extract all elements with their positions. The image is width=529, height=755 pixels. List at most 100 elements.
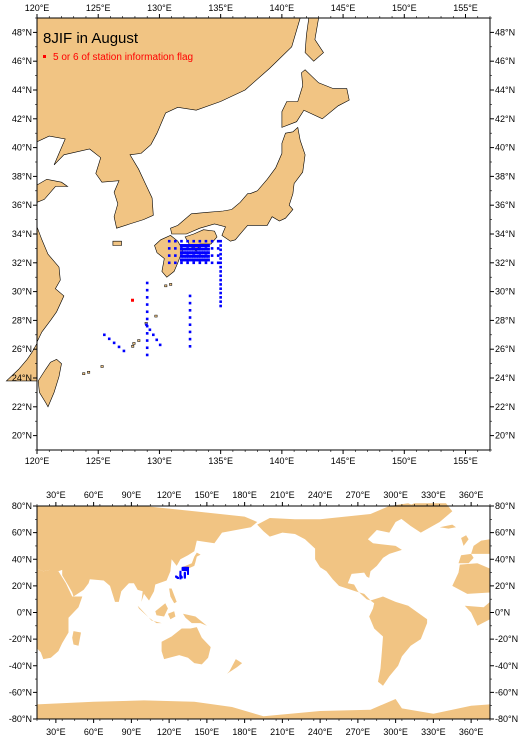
station-marker	[145, 353, 149, 357]
station-marker	[188, 294, 192, 298]
regional-map-land	[5, 17, 350, 408]
lat-tick-label-right: 38°N	[495, 171, 515, 181]
station-marker	[188, 330, 192, 334]
world-lon-tick-label-bottom: 120°E	[157, 727, 182, 737]
station-marker	[197, 251, 201, 255]
world-lat-tick-label-right: -20°N	[495, 634, 518, 644]
world-lon-tick-label-bottom: 210°E	[270, 727, 295, 737]
station-marker	[199, 258, 203, 262]
world-lat-tick-label-left: 20°N	[12, 581, 32, 591]
station-marker	[192, 247, 196, 251]
station-marker	[145, 339, 149, 342]
station-marker	[186, 567, 189, 570]
land-honshu	[170, 126, 306, 242]
station-marker	[219, 300, 222, 303]
station-marker	[219, 248, 222, 252]
station-marker	[182, 244, 186, 248]
land-europe-west	[471, 539, 490, 554]
station-marker	[219, 270, 222, 273]
station-marker	[194, 244, 198, 248]
station-marker	[188, 337, 192, 341]
lon-tick-label-top: 140°E	[270, 3, 295, 13]
land-islet	[164, 284, 168, 288]
station-marker	[219, 304, 222, 308]
station-marker	[145, 346, 149, 350]
land-sulawesi	[167, 611, 176, 620]
station-marker	[187, 258, 191, 262]
station-marker	[192, 244, 196, 248]
station-marker	[219, 283, 222, 286]
lon-tick-label-top: 125°E	[86, 3, 111, 13]
station-marker	[179, 254, 183, 258]
lon-tick-label-bottom: 130°E	[147, 456, 172, 466]
station-marker	[206, 254, 210, 258]
station-marker	[199, 247, 203, 251]
world-lat-tick-label-right: 40°N	[495, 554, 515, 564]
lat-tick-label-left: 22°N	[12, 402, 32, 412]
lat-tick-label-left: 30°N	[12, 287, 32, 297]
station-marker	[194, 251, 198, 255]
land-africa	[37, 568, 83, 660]
world-lon-tick-label-bottom: 60°E	[84, 727, 104, 737]
station-marker	[206, 258, 210, 262]
lat-tick-label-left: 48°N	[12, 27, 32, 37]
world-lon-tick-label-bottom: 330°E	[421, 727, 446, 737]
station-marker	[179, 251, 183, 255]
land-islet	[100, 365, 104, 368]
land-asia-mainland	[36, 17, 301, 229]
lat-tick-label-left: 46°N	[12, 56, 32, 66]
station-marker	[219, 252, 222, 256]
station-marker	[189, 254, 193, 258]
station-marker	[189, 251, 193, 255]
lat-tick-label-right: 34°N	[495, 229, 515, 239]
station-marker	[219, 257, 222, 260]
lat-tick-label-right: 44°N	[495, 85, 515, 95]
world-lon-tick-label-top: 60°E	[84, 490, 104, 500]
station-marker	[210, 254, 214, 257]
station-marker	[219, 274, 222, 278]
station-marker	[197, 244, 201, 248]
world-lon-tick-label-top: 90°E	[122, 490, 142, 500]
station-marker	[210, 247, 214, 250]
world-lat-tick-label-left: 60°N	[12, 528, 32, 538]
lat-tick-label-right: 30°N	[495, 287, 515, 297]
station-marker	[204, 258, 208, 262]
world-lon-tick-label-bottom: 360°E	[459, 727, 484, 737]
world-lat-tick-label-left: -20°N	[9, 634, 32, 644]
station-marker	[177, 577, 180, 580]
station-marker	[219, 278, 222, 282]
station-marker	[197, 258, 201, 262]
lon-tick-label-top: 130°E	[147, 3, 172, 13]
lat-tick-label-right: 40°N	[495, 143, 515, 153]
world-lat-tick-label-left: 0°N	[17, 608, 32, 618]
legend-label: 5 or 6 of station information flag	[53, 52, 193, 63]
regional-map: 8JIF in August 5 or 6 of station informa…	[5, 3, 515, 466]
station-marker	[145, 332, 149, 335]
land-iceland	[439, 524, 456, 529]
station-marker	[189, 247, 193, 251]
land-islet	[154, 314, 158, 318]
world-lon-tick-label-top: 210°E	[270, 490, 295, 500]
land-islet	[132, 342, 136, 345]
station-marker	[174, 254, 177, 257]
station-marker	[199, 251, 203, 255]
world-lon-tick-label-top: 300°E	[383, 490, 408, 500]
station-marker	[158, 343, 162, 347]
station-marker	[197, 247, 201, 251]
world-lon-tick-label-bottom: 270°E	[346, 727, 371, 737]
world-lat-tick-label-left: -80°N	[9, 714, 32, 724]
regional-map-stations	[103, 239, 222, 357]
station-marker	[180, 261, 183, 265]
world-lon-tick-label-bottom: 30°E	[46, 727, 66, 737]
station-marker	[192, 251, 196, 255]
station-marker	[167, 239, 171, 243]
land-new-zealand	[227, 659, 243, 674]
station-marker	[197, 254, 201, 258]
station-marker	[188, 309, 192, 312]
land-new-guinea	[183, 613, 207, 626]
station-marker	[148, 328, 152, 332]
land-islet	[131, 345, 135, 348]
world-map-land	[37, 503, 490, 719]
station-marker	[186, 239, 189, 243]
land-islet	[82, 372, 86, 375]
